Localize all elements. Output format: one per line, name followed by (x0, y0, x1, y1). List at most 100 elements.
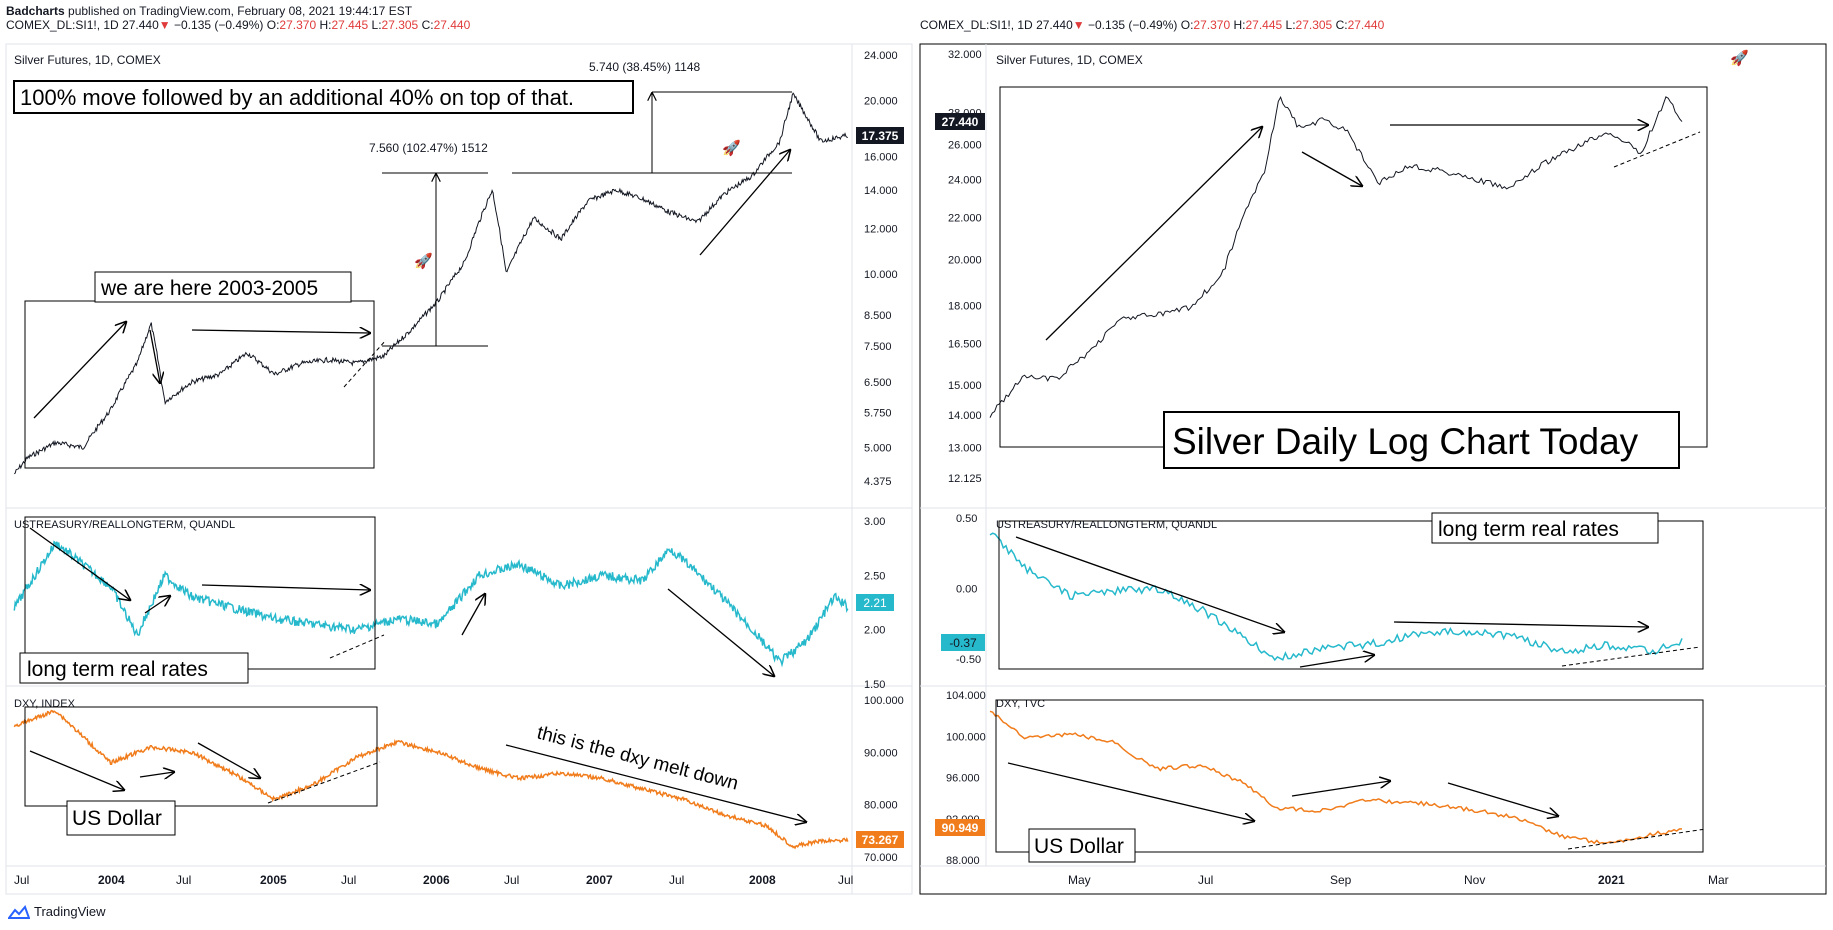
left-rates-label: long term real rates (27, 658, 208, 681)
right-silver-trendline (1613, 131, 1701, 168)
right-silver-tick: 14.000 (948, 410, 982, 422)
left-dxy-badge-bg (856, 831, 904, 848)
left-dxy-box (24, 706, 378, 807)
rates-arrow-1 (29, 527, 130, 600)
right-silver-title: Silver Futures, 1D, COMEX (996, 53, 1143, 67)
left-x-tick: 2007 (586, 873, 613, 887)
left-silver-tick: 14.000 (864, 185, 898, 197)
left-silver-tick: 4.375 (864, 476, 892, 488)
high-value: 27.445 (1245, 18, 1283, 32)
close-value: 27.440 (433, 18, 471, 32)
right-silver-tick: 12.125 (948, 473, 982, 485)
left-dxy-label: US Dollar (72, 807, 162, 830)
right-silver-tick: 13.000 (948, 443, 982, 455)
high-label: H: (319, 18, 332, 32)
tradingview-brand: TradingView (34, 904, 106, 919)
right-panel-frame (919, 43, 1827, 895)
left-silver-price-badge: 17.375 (862, 129, 899, 143)
close-value: 27.440 (1347, 18, 1385, 32)
left-rates-tick: 2.50 (864, 570, 885, 582)
measure1-label: 7.560 (102.47%) 1512 (369, 141, 488, 155)
left-dxy-tick: 70.000 (864, 852, 898, 864)
right-ohlc-line: COMEX_DL:SI1!, 1D 27.440▼ −0.135 (−0.49%… (920, 18, 1384, 32)
right-rates-title: USTREASURY/REALLONGTERM, QUANDL (996, 519, 1217, 531)
left-panel-frame (5, 43, 913, 895)
publish-info: published on TradingView.com, February 0… (68, 4, 413, 18)
low-label: L: (371, 18, 382, 32)
left-x-tick: 2004 (98, 873, 125, 887)
right-rates-arrow-1 (1015, 536, 1284, 632)
close-label: C: (1335, 18, 1348, 32)
left-x-tick: Jul (14, 873, 29, 887)
right-dxy-line (989, 710, 1683, 845)
left-x-tick: Jul (838, 873, 853, 887)
left-x-tick: 2008 (749, 873, 776, 887)
symbol-label: COMEX_DL:SI1!, 1D (6, 18, 119, 32)
right-silver-tick: 32.000 (948, 49, 982, 61)
left-silver-line (13, 92, 848, 475)
left-x-tick: Jul (341, 873, 356, 887)
tradingview-logo[interactable]: TradingView (8, 904, 106, 919)
right-x-tick: Jul (1198, 873, 1213, 887)
right-x-tick: 2021 (1598, 873, 1625, 887)
big-label: Silver Daily Log Chart Today (1172, 421, 1639, 462)
right-rates-box (998, 520, 1704, 670)
left-silver-tick: 6.500 (864, 377, 892, 389)
left-x-tick: 2005 (260, 873, 287, 887)
rates-trendline-dashed (329, 634, 385, 659)
right-rates-badge: -0.37 (949, 636, 977, 650)
rates-arrow-4 (461, 594, 485, 636)
right-dxy-tick: 104.000 (946, 690, 986, 702)
right-rates-tick: -0.50 (956, 654, 981, 666)
right-silver-tick: 22.000 (948, 213, 982, 225)
down-arrow-icon: ▼ (1072, 18, 1085, 32)
dxy-arrow-2 (139, 772, 174, 777)
arrow-up-1 (33, 322, 126, 419)
big-label-box (1163, 411, 1680, 469)
change-value: −0.135 (−0.49%) (1088, 18, 1178, 32)
high-value: 27.445 (331, 18, 369, 32)
open-value: 27.370 (1193, 18, 1231, 32)
left-x-tick: Jul (176, 873, 191, 887)
left-x-tick: Jul (669, 873, 684, 887)
left-rates-line (13, 540, 849, 668)
left-x-tick: Jul (504, 873, 519, 887)
author-name[interactable]: Badcharts (6, 4, 65, 18)
right-dxy-title: DXY, TVC (996, 698, 1045, 710)
right-dxy-tick: 88.000 (946, 855, 980, 867)
right-dxy-arrow-3 (1447, 782, 1558, 816)
left-silver-tick: 7.500 (864, 341, 892, 353)
right-silver-price-badge: 27.440 (942, 115, 979, 129)
right-rates-badge-bg (941, 634, 985, 651)
rocket-icon: 🚀 (414, 252, 433, 270)
rocket-icon: 🚀 (1730, 49, 1749, 67)
left-silver-tick: 8.500 (864, 310, 892, 322)
left-x-tick: 2006 (423, 873, 450, 887)
right-silver-tick: 18.000 (948, 300, 982, 312)
right-silver-price-badge-bg (935, 113, 985, 130)
right-dxy-badge: 90.949 (942, 821, 979, 835)
measure2-label: 5.740 (38.45%) 1148 (589, 60, 701, 74)
right-silver-tick: 15.000 (948, 380, 982, 392)
high-label: H: (1233, 18, 1246, 32)
right-dxy-label: US Dollar (1034, 835, 1124, 858)
open-label: O: (266, 18, 280, 32)
left-rates-title: USTREASURY/REALLONGTERM, QUANDL (14, 519, 235, 531)
dxy-arrow-3 (197, 742, 260, 778)
left-silver-tick: 5.750 (864, 408, 892, 420)
we-are-here-box (94, 271, 352, 303)
down-arrow-icon: ▼ (158, 18, 171, 32)
left-silver-title: Silver Futures, 1D, COMEX (14, 53, 161, 67)
headline-box (13, 80, 634, 114)
right-dxy-tick: 96.000 (946, 773, 980, 785)
right-dxy-tick: 100.000 (946, 731, 986, 743)
left-dxy-label-box (66, 800, 176, 836)
right-x-tick: Nov (1464, 873, 1485, 887)
left-dxy-tick: 80.000 (864, 800, 898, 812)
low-value: 27.305 (381, 18, 419, 32)
left-silver-price-badge-bg (856, 127, 904, 144)
we-are-here-label: we are here 2003-2005 (100, 277, 318, 300)
left-rates-tick: 1.50 (864, 679, 885, 691)
right-silver-tick: 24.000 (948, 175, 982, 187)
